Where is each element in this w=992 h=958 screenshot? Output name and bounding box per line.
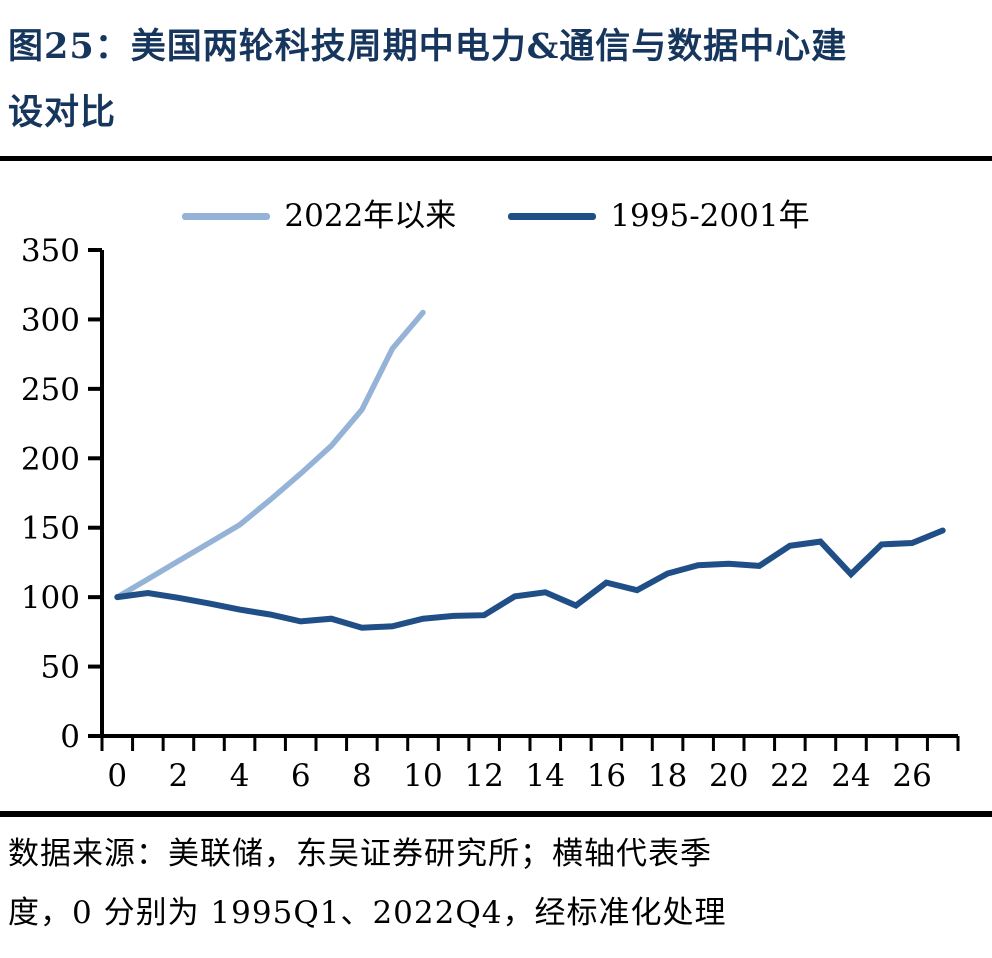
x-tick-label: 14: [526, 758, 565, 794]
source-note: 数据来源：美联储，东吴证券研究所；横轴代表季 度，0 分别为 1995Q1、20…: [0, 817, 992, 943]
source-note-line2: 度，0 分别为 1995Q1、2022Q4，经标准化处理: [8, 895, 727, 931]
legend-label-2022: 2022年以来: [284, 198, 457, 234]
x-tick-label: 22: [770, 758, 809, 794]
x-tick-label: 24: [831, 758, 870, 794]
figure-title-line2: 设对比: [8, 92, 117, 133]
x-tick-label: 4: [230, 758, 250, 794]
x-tick-label: 12: [464, 758, 503, 794]
x-tick-label: 0: [107, 758, 127, 794]
y-tick-label: 150: [21, 511, 80, 547]
x-tick-label: 18: [648, 758, 687, 794]
y-tick-label: 50: [41, 650, 80, 686]
x-tick-label: 10: [403, 758, 442, 794]
chart-legend: 2022年以来 1995-2001年: [0, 201, 992, 232]
series-line-2022: [114, 309, 426, 600]
x-tick-label: 26: [892, 758, 931, 794]
series-line-1995: [114, 527, 946, 631]
legend-label-1995: 1995-2001年: [610, 198, 810, 234]
y-tick-label: 300: [21, 302, 80, 338]
x-tick-label: 16: [587, 758, 626, 794]
y-tick-label: 250: [21, 372, 80, 408]
source-note-line1: 数据来源：美联储，东吴证券研究所；横轴代表季: [8, 836, 712, 872]
legend-swatch-1995: [508, 213, 597, 220]
x-tick-label: 6: [291, 758, 311, 794]
y-tick-label: 200: [21, 441, 80, 477]
y-tick-label: 100: [21, 580, 80, 616]
x-tick-label: 20: [709, 758, 748, 794]
title-divider: [0, 156, 992, 161]
footer-divider: [0, 811, 992, 817]
figure-title: 图25：美国两轮科技周期中电力&通信与数据中心建 设对比: [0, 0, 992, 146]
figure-title-line1: 图25：美国两轮科技周期中电力&通信与数据中心建: [8, 26, 848, 67]
axis-lines: [100, 250, 958, 738]
legend-item-2022: 2022年以来: [182, 201, 456, 232]
x-tick-label: 2: [169, 758, 189, 794]
line-chart: 2022年以来 1995-2001年 0 50 100 150 200 250 300 350…: [0, 161, 992, 811]
legend-item-1995: 1995-2001年: [508, 198, 810, 234]
y-tick-label: 0: [60, 719, 80, 755]
legend-swatch-2022: [182, 213, 271, 220]
x-tick-label: 8: [352, 758, 372, 794]
y-tick-label: 350: [21, 233, 80, 269]
